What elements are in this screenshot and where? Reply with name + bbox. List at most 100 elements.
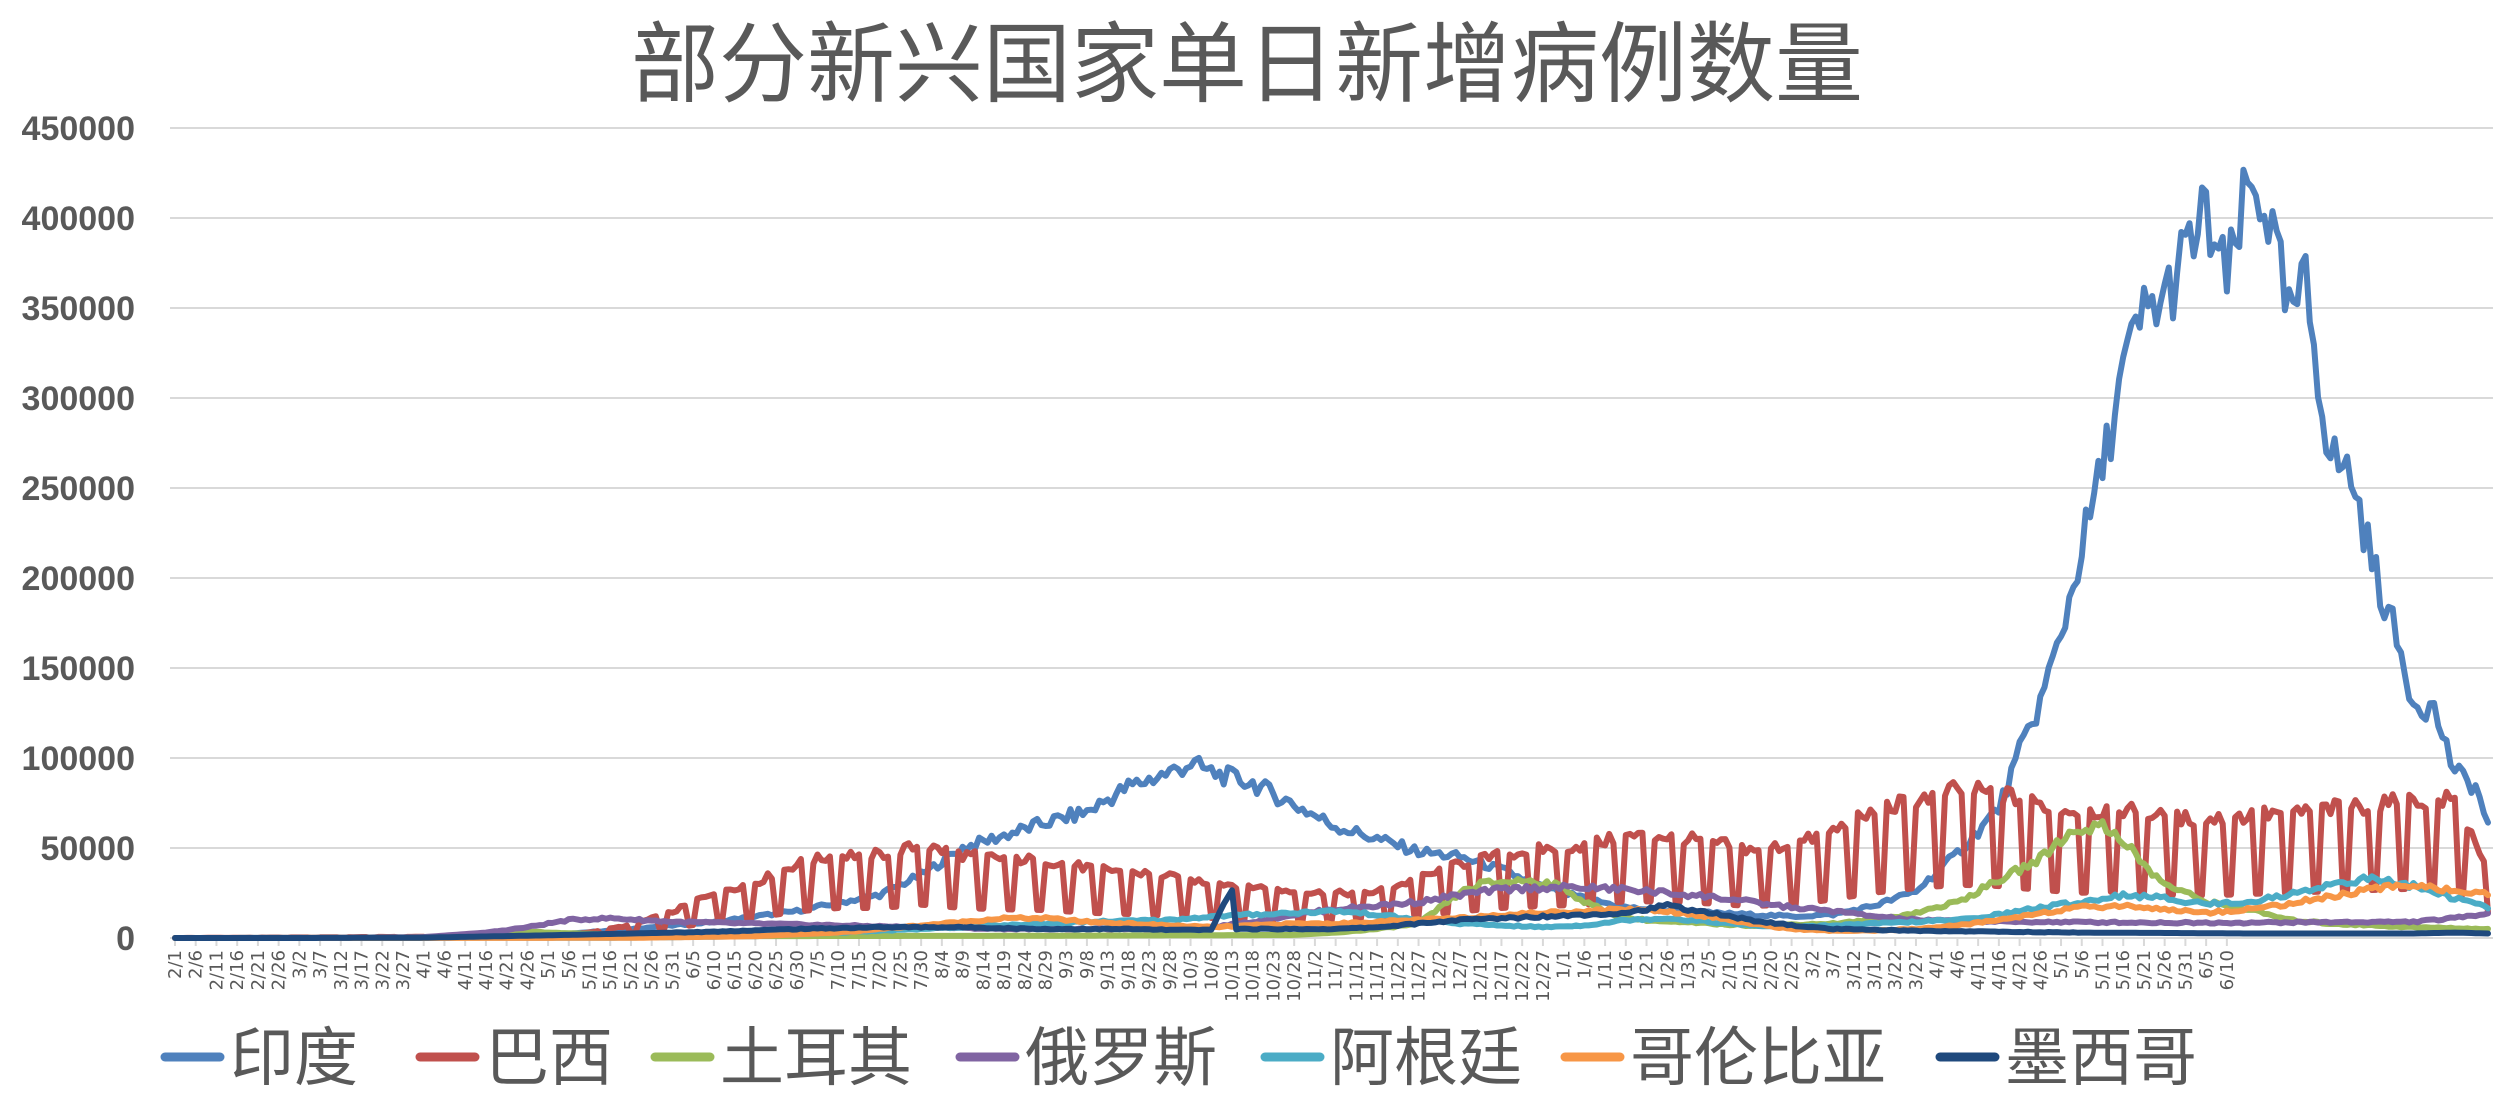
legend-label: 印度 (230, 1022, 358, 1096)
legend-item: 墨西哥 (1935, 1022, 2197, 1096)
x-tick-label: 4/1 (1927, 950, 1948, 979)
x-tick-label: 2/11 (206, 950, 227, 990)
x-tick-label: 6/15 (725, 950, 746, 990)
x-tick-label: 9/8 (1077, 950, 1098, 979)
x-tick-label: 3/2 (289, 950, 310, 979)
x-tick-label: 5/1 (538, 950, 559, 979)
x-tick-label: 7/10 (828, 950, 849, 990)
x-tick-label: 11/17 (1367, 950, 1388, 1002)
x-tick-label: 3/12 (1844, 950, 1865, 990)
x-tick-label: 6/5 (683, 950, 704, 979)
legend-label: 俄罗斯 (1025, 1022, 1217, 1096)
x-tick-label: 3/17 (1865, 950, 1886, 990)
x-tick-label: 2/25 (1782, 950, 1803, 990)
x-tick-label: 5/16 (2113, 950, 2134, 990)
x-tick-label: 11/22 (1388, 950, 1409, 1002)
plot-area (172, 166, 2491, 941)
gridlines (170, 127, 2493, 939)
x-tick-label: 5/1 (2051, 950, 2072, 979)
x-tick-label: 4/16 (476, 950, 497, 990)
x-tick-label: 10/13 (1222, 950, 1243, 1002)
y-tick-label: 350000 (22, 290, 135, 328)
x-tick-label: 12/7 (1450, 950, 1471, 990)
x-tick-label: 10/3 (1181, 950, 1202, 990)
x-tick-label: 5/6 (2072, 950, 2093, 979)
x-tick-label: 9/3 (1056, 950, 1077, 979)
x-tick-label: 9/23 (1139, 950, 1160, 990)
x-tick-label: 2/16 (227, 950, 248, 990)
legend-item: 巴西 (415, 1022, 613, 1096)
legend-label: 哥伦比亚 (1630, 1022, 1886, 1096)
x-tick-label: 1/31 (1678, 950, 1699, 990)
x-tick-label: 12/27 (1533, 950, 1554, 1002)
x-tick-label: 2/21 (248, 950, 269, 990)
x-tick-label: 9/18 (1118, 950, 1139, 990)
x-tick-label: 3/27 (393, 950, 414, 990)
x-tick-label: 4/26 (517, 950, 538, 990)
y-tick-label: 250000 (22, 470, 135, 508)
legend-item: 俄罗斯 (955, 1022, 1217, 1096)
x-tick-label: 4/26 (2030, 950, 2051, 990)
y-axis: 0 50000 100000 150000 200000 250000 300000 3500… (22, 110, 135, 958)
x-tick-label: 10/23 (1263, 950, 1284, 1002)
x-tick-label: 4/1 (414, 950, 435, 979)
x-tick-label: 1/1 (1554, 950, 1575, 979)
y-tick-label: 50000 (40, 830, 135, 868)
x-tick-label: 6/10 (2217, 950, 2238, 990)
x-tick-label: 3/2 (1802, 950, 1823, 979)
x-axis: 2/1 2/6 2/11 2/16 2/21 2/26 3/2 3/7 3/12 3/17 3/22… (165, 938, 2238, 1002)
chart-title: 部分新兴国家单日新增病例数量 (631, 13, 1863, 116)
x-tick-label: 1/26 (1657, 950, 1678, 990)
x-tick-label: 8/24 (1015, 950, 1036, 990)
legend-label: 阿根廷 (1330, 1022, 1522, 1096)
x-tick-label: 4/16 (1989, 950, 2010, 990)
x-tick-label: 10/8 (1201, 950, 1222, 990)
legend-label: 土耳其 (720, 1022, 912, 1096)
x-tick-label: 4/21 (497, 950, 518, 990)
legend-label: 墨西哥 (2005, 1022, 2197, 1096)
x-tick-label: 2/15 (1740, 950, 1761, 990)
x-tick-label: 2/6 (186, 950, 207, 979)
x-tick-label: 12/22 (1512, 950, 1533, 1002)
x-tick-label: 6/25 (766, 950, 787, 990)
x-tick-label: 10/28 (1284, 950, 1305, 1002)
legend-item: 印度 (160, 1022, 358, 1096)
legend-item: 哥伦比亚 (1560, 1022, 1886, 1096)
x-tick-label: 12/2 (1429, 950, 1450, 990)
x-tick-label: 7/30 (911, 950, 932, 990)
x-tick-label: 6/5 (2196, 950, 2217, 979)
y-tick-label: 400000 (22, 200, 135, 238)
x-tick-label: 8/4 (932, 950, 953, 979)
x-tick-label: 9/28 (1160, 950, 1181, 990)
x-tick-label: 5/11 (2093, 950, 2114, 990)
x-tick-label: 6/30 (787, 950, 808, 990)
x-tick-label: 1/16 (1616, 950, 1637, 990)
y-tick-label: 150000 (22, 650, 135, 688)
x-tick-label: 11/7 (1326, 950, 1347, 990)
x-tick-label: 3/17 (352, 950, 373, 990)
x-tick-label: 11/2 (1305, 950, 1326, 990)
x-tick-label: 3/7 (1823, 950, 1844, 979)
x-tick-label: 2/1 (165, 950, 186, 979)
x-tick-label: 3/27 (1906, 950, 1927, 990)
x-tick-label: 7/25 (890, 950, 911, 990)
x-tick-label: 5/21 (2134, 950, 2155, 990)
x-tick-label: 5/31 (662, 950, 683, 990)
x-tick-label: 5/21 (621, 950, 642, 990)
x-tick-label: 4/6 (434, 950, 455, 979)
x-tick-label: 6/10 (704, 950, 725, 990)
x-tick-label: 7/5 (808, 950, 829, 979)
x-tick-label: 5/6 (559, 950, 580, 979)
y-tick-label: 450000 (22, 110, 135, 148)
x-tick-label: 2/20 (1761, 950, 1782, 990)
y-tick-label: 100000 (22, 740, 135, 778)
x-tick-label: 9/13 (1098, 950, 1119, 990)
x-tick-label: 2/26 (269, 950, 290, 990)
legend-item: 阿根廷 (1260, 1022, 1522, 1096)
x-tick-label: 8/14 (973, 950, 994, 990)
x-tick-label: 1/11 (1595, 950, 1616, 990)
x-tick-label: 11/12 (1346, 950, 1367, 1002)
legend-item: 土耳其 (650, 1022, 912, 1096)
legend: 印度 巴西 土耳其 俄罗斯 阿根廷 哥伦比亚 墨西哥 (160, 1022, 2197, 1096)
